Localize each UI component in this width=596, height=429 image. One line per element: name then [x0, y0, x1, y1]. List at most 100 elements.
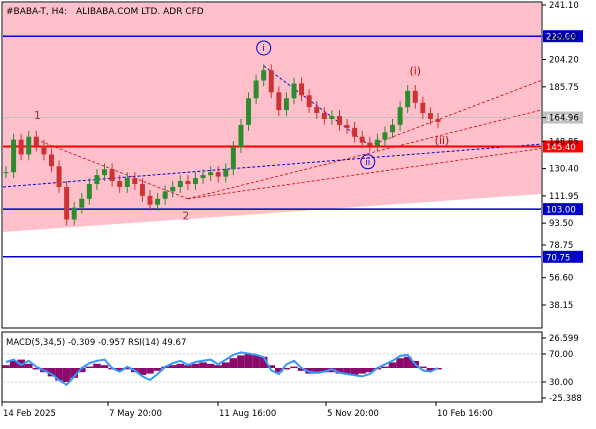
- candle-body: [230, 147, 236, 170]
- macd-bar: [62, 368, 71, 382]
- macd-bar: [70, 368, 78, 378]
- level-tag-label: 103.00: [546, 206, 576, 216]
- price-tick-label: 93.50: [549, 219, 573, 229]
- macd-bar: [403, 356, 412, 368]
- candle-body: [276, 92, 282, 111]
- macd-bar: [267, 365, 276, 368]
- candle-body: [405, 90, 411, 108]
- level-tag-label: 70.75: [546, 253, 570, 263]
- level-lines: 220.00 145.40 103.00 70.75 164.96: [3, 30, 583, 263]
- time-tick-label: 11 Aug 16:00: [219, 409, 276, 419]
- macd-bar: [343, 368, 351, 374]
- candle-body: [215, 172, 221, 177]
- macd-bar: [290, 366, 298, 368]
- macd-bar: [138, 368, 147, 375]
- wave-line: [369, 80, 542, 146]
- level-tag: [543, 203, 583, 216]
- indicator-label: MACD(5,34,5) -0.309 -0.957 RSI(14) 49.67: [6, 338, 186, 348]
- current-price-tag: [543, 111, 583, 124]
- candle-body: [223, 169, 229, 177]
- candle-body: [374, 139, 380, 146]
- candle-body: [162, 191, 168, 199]
- candle-body: [155, 198, 161, 205]
- level-tag: [543, 140, 583, 153]
- price-tick-label: 241.10: [549, 1, 579, 11]
- price-tick-label: 130.40: [549, 165, 579, 175]
- candle-body: [291, 83, 297, 99]
- macd-rsi: 26.599 70.00 30.00 -25.388: [2, 334, 582, 404]
- rsi-line: [5, 351, 439, 387]
- candle-body: [132, 178, 138, 185]
- indicator-tick-label: -25.388: [549, 394, 582, 404]
- macd-bar: [366, 368, 374, 373]
- macd-bar: [237, 355, 245, 368]
- wave-label: (ii): [435, 134, 450, 147]
- candle-body: [420, 102, 426, 114]
- macd-bar: [184, 365, 192, 368]
- candle-body: [86, 184, 92, 199]
- candle-body: [397, 107, 403, 125]
- macd-bar: [176, 363, 185, 368]
- candle-body: [185, 181, 191, 185]
- macd-bar: [100, 365, 109, 368]
- candle-body: [344, 124, 350, 128]
- candle-body: [367, 142, 373, 146]
- symbol-description: ALIBABA.COM LTD. ADR CFD: [76, 7, 204, 17]
- macd-bar: [168, 365, 177, 368]
- macd-bar: [388, 362, 397, 368]
- candle-body: [261, 70, 267, 81]
- indicator-tick-label: 70.00: [549, 350, 573, 360]
- time-axis: 14 Feb 2025 7 May 20:00 11 Aug 16:00 5 Nov …: [1, 402, 493, 419]
- macd-bar: [78, 368, 86, 373]
- price-tick-label: 78.75: [549, 241, 573, 251]
- candle-body: [427, 113, 433, 119]
- macd-bar: [24, 363, 33, 368]
- macd-bar: [320, 368, 329, 373]
- candle-body: [56, 166, 62, 187]
- time-tick-label: 10 Feb 16:00: [437, 409, 493, 419]
- candle-body: [253, 80, 259, 99]
- macd-bar: [381, 366, 389, 368]
- macd-bar: [244, 354, 253, 368]
- price-tick-label: 56.60: [549, 274, 573, 284]
- wave-label: (i): [409, 65, 421, 78]
- candle-body: [390, 124, 396, 133]
- price-tick-label: 204.20: [549, 56, 579, 66]
- candle-body: [314, 107, 320, 114]
- macd-bar: [358, 368, 366, 374]
- candle-body: [306, 95, 312, 108]
- candle-body: [3, 172, 9, 174]
- candles: [3, 64, 441, 226]
- price-tick-label: 111.95: [549, 192, 579, 202]
- macd-bar: [259, 356, 268, 368]
- macd-bar: [85, 366, 94, 368]
- level-tag: [543, 250, 583, 263]
- candle-body: [94, 175, 100, 185]
- level-tag-label: 145.40: [546, 143, 576, 153]
- wave-label: ii: [365, 158, 370, 168]
- macd-bar: [275, 368, 283, 373]
- price-tick-label: 164.96: [549, 114, 579, 124]
- candle-body: [321, 113, 327, 119]
- macd-bar: [9, 361, 18, 368]
- macd-bar: [115, 368, 124, 371]
- macd-bar: [206, 363, 215, 368]
- candle-body: [435, 118, 441, 122]
- macd-bar: [123, 368, 132, 370]
- candle-body: [71, 207, 77, 220]
- time-tick-label: 7 May 20:00: [109, 409, 162, 419]
- price-tick-label: 220.00: [549, 32, 579, 42]
- wave-circle: [256, 40, 272, 56]
- wave-label: i: [262, 44, 265, 54]
- wave-label: 2: [182, 209, 189, 222]
- candle-body: [147, 195, 153, 205]
- candle-body: [11, 139, 17, 173]
- wave-line: [187, 109, 542, 200]
- macd-bar: [191, 363, 200, 368]
- price-tick-label: 38.15: [549, 301, 573, 311]
- candle-body: [124, 178, 130, 187]
- macd-bar: [350, 368, 359, 375]
- candle-body: [79, 198, 85, 208]
- candle-body: [139, 184, 145, 196]
